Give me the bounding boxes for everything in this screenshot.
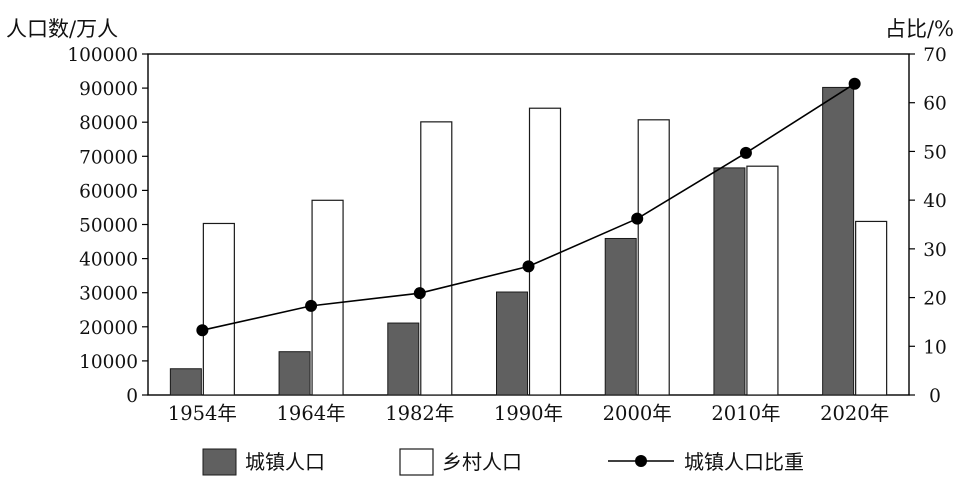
y-left-tick-label: 20000 <box>79 318 138 339</box>
bar-rural <box>637 119 670 396</box>
y-right-tick-label: 20 <box>923 289 947 310</box>
y-left-tick-label: 90000 <box>79 79 138 100</box>
x-tick-label: 1964年 <box>277 402 346 425</box>
point-urban-ratio <box>413 287 426 300</box>
y-right-tick-label: 30 <box>923 240 947 261</box>
y-right-tick-label: 40 <box>923 191 947 212</box>
y-right-tick-label: 70 <box>923 45 947 66</box>
y-left-axis-title: 人口数/万人 <box>6 17 118 41</box>
y-left-tick-label: 80000 <box>79 113 138 134</box>
y-right-axis-title: 占比/% <box>885 17 954 41</box>
bar-urban <box>822 86 855 396</box>
point-urban-ratio <box>196 324 209 337</box>
bars-group <box>169 86 888 396</box>
point-urban-ratio <box>522 260 535 273</box>
legend-label-ratio: 城镇人口比重 <box>684 450 804 474</box>
point-urban-ratio <box>631 212 644 225</box>
axes-group <box>142 53 915 396</box>
y-right-tick-label: 60 <box>923 94 947 115</box>
y-left-tick-label: 100000 <box>67 45 138 66</box>
bar-urban <box>713 167 746 396</box>
bar-urban <box>387 322 420 396</box>
legend-label-rural: 乡村人口 <box>442 450 522 474</box>
legend: 城镇人口 乡村人口 城镇人口比重 <box>202 448 804 476</box>
x-tick-label: 2000年 <box>603 402 672 425</box>
y-left-tick-label: 60000 <box>79 181 138 202</box>
bar-rural <box>311 199 344 396</box>
bar-urban <box>496 291 528 396</box>
y-right-tick-label: 0 <box>929 386 941 407</box>
y-left-tick-label: 70000 <box>79 147 138 168</box>
y-left-tick-label: 30000 <box>79 284 138 305</box>
line-series-group <box>196 77 861 337</box>
y-left-tick-label: 40000 <box>79 250 138 271</box>
point-urban-ratio <box>305 299 318 312</box>
y-right-tick-label: 10 <box>923 337 947 358</box>
bar-rural <box>420 121 453 396</box>
x-tick-label: 1982年 <box>385 402 454 425</box>
y-left-tick-label: 50000 <box>79 216 138 237</box>
y-left-tick-label: 0 <box>126 386 138 407</box>
bar-urban <box>169 368 202 396</box>
tick-labels-group: 人口数/万人 占比/% 0 10000 20000 30000 40000 50000 6000… <box>6 17 954 425</box>
bar-rural <box>855 220 888 396</box>
x-tick-label: 2010年 <box>711 402 780 425</box>
bar-urban <box>278 351 311 396</box>
bar-rural <box>746 165 779 396</box>
legend-swatch-rural <box>399 448 434 476</box>
bar-rural <box>528 107 562 396</box>
legend-swatch-urban <box>202 448 237 476</box>
bar-rural <box>202 222 235 396</box>
y-right-tick-label: 50 <box>923 142 947 163</box>
x-tick-label: 1990年 <box>494 402 563 425</box>
y-left-tick-label: 10000 <box>79 352 138 373</box>
legend-marker-ratio <box>635 455 647 467</box>
point-urban-ratio <box>739 146 752 159</box>
legend-label-urban: 城镇人口 <box>245 450 325 474</box>
x-tick-label: 2020年 <box>820 402 889 425</box>
plot-frame <box>147 53 910 396</box>
x-tick-label: 1954年 <box>168 402 237 425</box>
bar-urban <box>604 237 637 396</box>
point-urban-ratio <box>848 77 861 90</box>
